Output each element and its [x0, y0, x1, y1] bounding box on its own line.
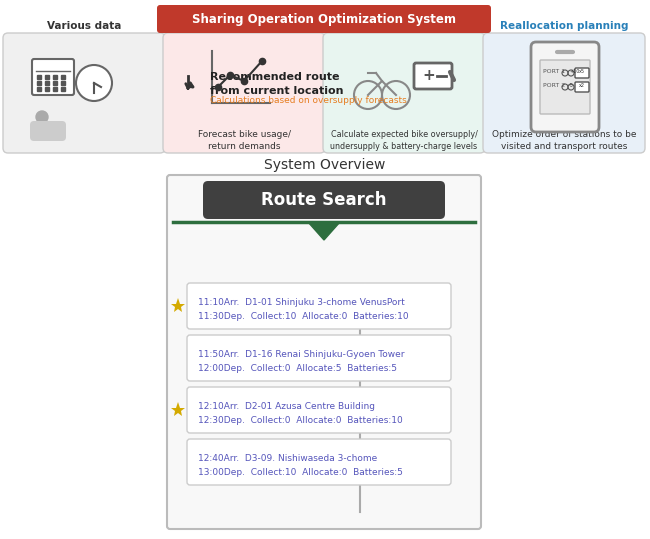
- Polygon shape: [308, 222, 340, 240]
- Text: Route Search: Route Search: [261, 191, 387, 209]
- Text: 12:30Dep.  Collect:0  Allocate:0  Batteries:10: 12:30Dep. Collect:0 Allocate:0 Batteries…: [198, 416, 403, 425]
- Circle shape: [76, 65, 112, 101]
- Text: Sharing Operation Optimization System: Sharing Operation Optimization System: [192, 12, 456, 25]
- FancyBboxPatch shape: [575, 82, 589, 92]
- Text: Calculations based on oversupply forecasts: Calculations based on oversupply forecas…: [210, 96, 407, 105]
- Text: Demand forecasting: Demand forecasting: [185, 21, 304, 31]
- Text: Reallocation planning: Reallocation planning: [500, 21, 629, 31]
- Text: Recommended route
from current location: Recommended route from current location: [210, 72, 343, 96]
- Text: PORT 1: PORT 1: [543, 69, 565, 74]
- FancyBboxPatch shape: [32, 59, 74, 95]
- Text: Forecast bike usage/
return demands: Forecast bike usage/ return demands: [198, 130, 291, 151]
- Text: Various data: Various data: [47, 21, 121, 31]
- Text: 13:00Dep.  Collect:10  Allocate:0  Batteries:5: 13:00Dep. Collect:10 Allocate:0 Batterie…: [198, 468, 403, 477]
- Text: Simulations: Simulations: [369, 21, 439, 31]
- FancyBboxPatch shape: [187, 439, 451, 485]
- Text: System Overview: System Overview: [265, 158, 385, 172]
- Circle shape: [36, 111, 48, 123]
- FancyBboxPatch shape: [187, 335, 451, 381]
- FancyBboxPatch shape: [483, 33, 645, 153]
- Text: -5: -5: [569, 83, 574, 88]
- Text: PORT 2: PORT 2: [543, 83, 566, 88]
- Text: +: +: [422, 68, 436, 84]
- FancyBboxPatch shape: [575, 68, 589, 78]
- Text: 12:00Dep.  Collect:0  Allocate:5  Batteries:5: 12:00Dep. Collect:0 Allocate:5 Batteries…: [198, 364, 397, 373]
- Text: x5: x5: [579, 69, 585, 74]
- FancyBboxPatch shape: [203, 181, 445, 219]
- Text: 11:10Arr.  D1-01 Shinjuku 3-chome VenusPort: 11:10Arr. D1-01 Shinjuku 3-chome VenusPo…: [198, 298, 405, 307]
- FancyBboxPatch shape: [540, 60, 590, 114]
- FancyBboxPatch shape: [187, 387, 451, 433]
- Text: 12:10Arr.  D2-01 Azusa Centre Building: 12:10Arr. D2-01 Azusa Centre Building: [198, 402, 375, 411]
- FancyBboxPatch shape: [3, 33, 165, 153]
- Text: x2: x2: [579, 83, 585, 88]
- FancyBboxPatch shape: [531, 42, 599, 132]
- FancyBboxPatch shape: [30, 121, 66, 141]
- FancyBboxPatch shape: [187, 283, 451, 329]
- Text: 12:40Arr.  D3-09. Nishiwaseda 3-chome: 12:40Arr. D3-09. Nishiwaseda 3-chome: [198, 454, 377, 463]
- FancyBboxPatch shape: [323, 33, 485, 153]
- Text: 11:30Dep.  Collect:10  Allocate:0  Batteries:10: 11:30Dep. Collect:10 Allocate:0 Batterie…: [198, 312, 409, 321]
- FancyBboxPatch shape: [167, 175, 481, 529]
- FancyBboxPatch shape: [157, 5, 491, 33]
- Text: Calculate expected bike oversupply/
undersupply & battery-charge levels: Calculate expected bike oversupply/ unde…: [330, 130, 478, 151]
- Text: Optimize order of stations to be
visited and transport routes: Optimize order of stations to be visited…: [492, 130, 636, 151]
- FancyBboxPatch shape: [414, 63, 452, 89]
- Text: 11:50Arr.  D1-16 Renai Shinjuku-Gyoen Tower: 11:50Arr. D1-16 Renai Shinjuku-Gyoen Tow…: [198, 350, 404, 359]
- Text: +10: +10: [569, 69, 579, 74]
- FancyBboxPatch shape: [163, 33, 325, 153]
